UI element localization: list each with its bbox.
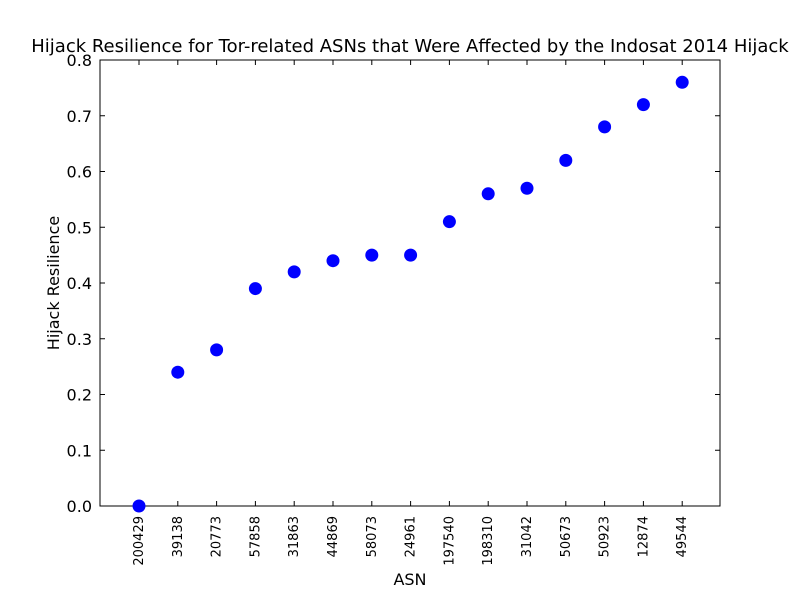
data-point: [636, 98, 650, 112]
y-axis-label: Hijack Resilience: [44, 216, 63, 350]
x-tick-label: 20773: [210, 516, 225, 557]
data-point: [404, 248, 418, 262]
y-tick-label: 0.3: [67, 330, 92, 349]
data-point: [442, 215, 456, 229]
x-tick-label: 31042: [520, 516, 535, 557]
x-tick-label: 12874: [636, 516, 651, 557]
x-tick-label: 44869: [326, 516, 341, 557]
x-axis: 200429 39138 20773 57858 31863 44869 58073 2496…: [132, 60, 690, 566]
data-point: [365, 248, 379, 262]
x-tick-label: 200429: [132, 516, 147, 566]
x-tick-label: 198310: [481, 516, 496, 566]
data-point: [210, 343, 224, 357]
y-tick-label: 0.1: [67, 441, 92, 460]
x-tick-label: 24961: [404, 516, 419, 557]
x-tick-label: 58073: [365, 516, 380, 557]
chart-title: Hijack Resilience for Tor-related ASNs t…: [31, 36, 789, 57]
data-point: [559, 153, 573, 167]
y-tick-label: 0.7: [67, 107, 92, 126]
y-tick-label: 0.5: [67, 218, 92, 237]
x-tick-label: 49544: [675, 516, 690, 557]
data-point: [326, 254, 340, 268]
data-point: [520, 181, 534, 195]
y-tick-label: 0.0: [67, 497, 92, 516]
x-tick-label: 197540: [442, 516, 457, 566]
x-tick-label: 50923: [598, 516, 613, 557]
y-tick-label: 0.2: [67, 386, 92, 405]
data-point: [598, 120, 612, 134]
data-point: [481, 187, 495, 201]
x-tick-label: 57858: [248, 516, 263, 557]
data-point: [171, 365, 185, 379]
x-tick-label: 31863: [287, 516, 302, 557]
plot-frame: [99, 59, 721, 507]
data-point: [675, 75, 689, 89]
y-tick-label: 0.6: [67, 163, 92, 182]
data-point: [132, 499, 146, 513]
data-points: [132, 75, 689, 513]
data-point: [287, 265, 301, 279]
x-tick-label: 39138: [171, 516, 186, 557]
y-tick-label: 0.8: [67, 51, 92, 70]
data-point: [248, 282, 262, 296]
y-tick-label: 0.4: [67, 274, 92, 293]
x-tick-label: 50673: [559, 516, 574, 557]
y-axis: 0.0 0.1 0.2 0.3 0.4 0.5 0.6 0.7 0.8: [67, 51, 720, 516]
x-axis-label: ASN: [393, 570, 426, 589]
